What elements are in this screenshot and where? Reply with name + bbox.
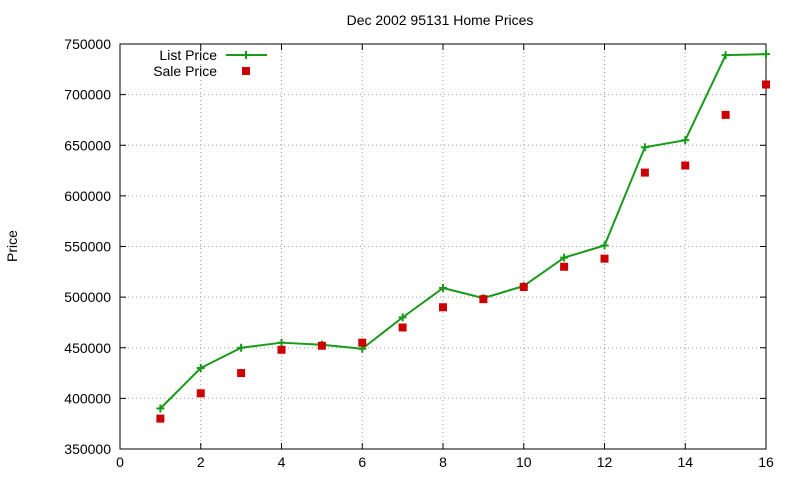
- legend-label: Sale Price: [153, 63, 217, 79]
- grid-lines: [120, 44, 766, 449]
- y-tick-label: 600000: [64, 188, 111, 204]
- data-point-list-price: [196, 364, 205, 372]
- x-tick-label: 8: [439, 454, 447, 470]
- data-point-sale-price: [398, 323, 407, 332]
- data-point-list-price: [600, 241, 609, 250]
- x-tick-label: 14: [677, 454, 693, 470]
- data-point-list-price: [237, 343, 246, 352]
- y-tick-label: 450000: [64, 340, 111, 356]
- data-point-list-price: [277, 338, 286, 347]
- data-point-sale-price: [439, 303, 447, 312]
- y-tick-label: 700000: [64, 87, 111, 103]
- y-tick-label: 500000: [64, 289, 111, 305]
- data-point-sale-price: [519, 283, 528, 291]
- data-point-list-price: [398, 313, 407, 322]
- y-tick-label: 350000: [64, 441, 111, 457]
- x-tick-label: 16: [758, 454, 774, 470]
- legend-label: List Price: [159, 47, 217, 63]
- x-tick-label: 2: [197, 454, 205, 470]
- y-tick-label: 550000: [64, 239, 111, 255]
- data-point-sale-price: [721, 110, 730, 119]
- x-tick-label: 4: [278, 454, 286, 470]
- y-tick-label: 650000: [64, 137, 111, 153]
- x-tick-label: 12: [597, 454, 613, 470]
- data-point-list-price: [560, 253, 569, 262]
- y-tick-label: 750000: [64, 36, 111, 52]
- axes: 0 2 4 6 8 10 12 14 16 350000 400000 450000 500000 550…: [64, 36, 774, 470]
- data-point-sale-price: [560, 262, 569, 271]
- data-point-sale-price: [358, 338, 367, 347]
- data-point-list-price: [762, 50, 770, 59]
- data-point-sale-price: [237, 369, 246, 378]
- y-tick-label: 400000: [64, 390, 111, 406]
- data-point-list-price: [681, 136, 690, 145]
- x-tick-label: 10: [516, 454, 532, 470]
- data-point-sale-price: [277, 345, 286, 354]
- legend-marker: [242, 67, 250, 75]
- data-point-list-price: [439, 284, 447, 293]
- data-point-sale-price: [600, 254, 609, 263]
- data-point-sale-price: [681, 161, 690, 170]
- data-point-list-price: [156, 404, 165, 413]
- series-line-list-price: [159, 53, 767, 410]
- data-point-sale-price: [196, 389, 205, 398]
- data-point-list-price: [640, 143, 649, 152]
- y-axis-label: Price: [4, 230, 20, 262]
- data-point-sale-price: [156, 414, 165, 423]
- data-point-list-price: [721, 51, 730, 60]
- chart-title: Dec 2002 95131 Home Prices: [346, 12, 534, 28]
- x-tick-label: 0: [116, 454, 124, 470]
- data-point-sale-price: [317, 341, 326, 350]
- data-point-sale-price: [762, 80, 770, 89]
- data-point-sale-price: [479, 295, 488, 304]
- x-tick-label: 6: [358, 454, 366, 470]
- data-point-sale-price: [640, 168, 649, 177]
- plot-series: [156, 50, 770, 423]
